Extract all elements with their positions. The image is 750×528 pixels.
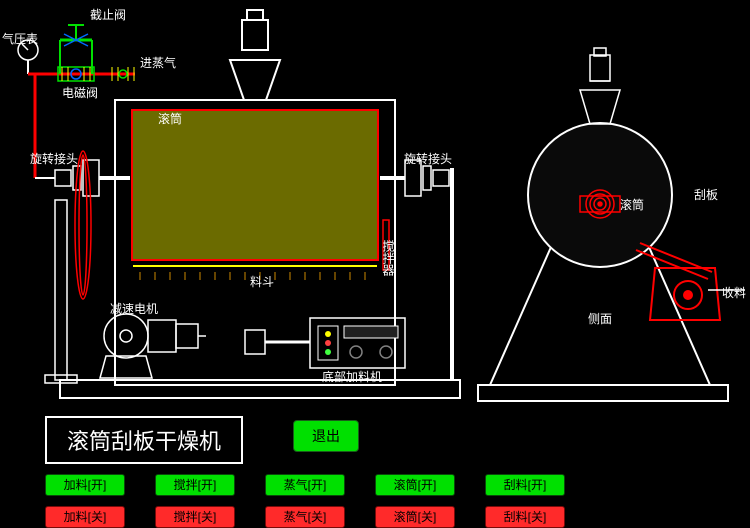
label-solenoid: 电磁阀 bbox=[62, 84, 98, 101]
label-stop-valve: 截止阀 bbox=[90, 6, 126, 23]
label-mixer: 搅拌器 bbox=[380, 240, 397, 276]
btn-steam-on[interactable]: 蒸气[开] bbox=[265, 474, 345, 496]
feeder-coupling bbox=[245, 330, 265, 354]
btn-drum-on[interactable]: 滚筒[开] bbox=[375, 474, 455, 496]
base-frame bbox=[60, 380, 460, 398]
label-side-drum: 滚筒 bbox=[620, 196, 644, 213]
top-inlet-side bbox=[580, 48, 620, 124]
control-panel: 滚筒刮板干燥机 退出 加料[开] 搅拌[开] 蒸气[开] 滚筒[开] 刮料[开]… bbox=[45, 416, 625, 528]
label-scraper: 刮板 bbox=[694, 186, 718, 203]
btn-feed-off[interactable]: 加料[关] bbox=[45, 506, 125, 528]
btn-mix-on[interactable]: 搅拌[开] bbox=[155, 474, 235, 496]
top-inlet-main bbox=[230, 10, 280, 100]
support-right bbox=[450, 168, 454, 380]
machine-title: 滚筒刮板干燥机 bbox=[45, 416, 243, 464]
side-base bbox=[478, 385, 728, 401]
label-rotary-left: 旋转接头 bbox=[30, 150, 78, 167]
feeder-panel bbox=[310, 318, 405, 368]
side-drum-outer bbox=[528, 123, 672, 267]
label-receive: 收料 bbox=[722, 284, 746, 301]
label-hopper: 料斗 bbox=[250, 273, 274, 290]
drum-body bbox=[132, 110, 378, 260]
scraper-assembly bbox=[636, 243, 720, 320]
btn-mix-off[interactable]: 搅拌[关] bbox=[155, 506, 235, 528]
label-bottom-feeder: 底部加料机 bbox=[322, 368, 382, 385]
label-rotary-right: 旋转接头 bbox=[404, 150, 452, 167]
label-drum: 滚筒 bbox=[158, 110, 182, 127]
btn-steam-off[interactable]: 蒸气[关] bbox=[265, 506, 345, 528]
button-row-off: 加料[关] 搅拌[关] 蒸气[关] 滚筒[关] 刮料[关] bbox=[45, 506, 625, 528]
btn-drum-off[interactable]: 滚筒[关] bbox=[375, 506, 455, 528]
label-side-view: 侧面 bbox=[588, 310, 612, 327]
btn-scrape-off[interactable]: 刮料[关] bbox=[485, 506, 565, 528]
label-gauge: 气压表 bbox=[2, 30, 38, 47]
btn-feed-on[interactable]: 加料[开] bbox=[45, 474, 125, 496]
support-left bbox=[55, 200, 67, 380]
btn-scrape-on[interactable]: 刮料[开] bbox=[485, 474, 565, 496]
label-steam-in: 进蒸气 bbox=[140, 54, 176, 71]
label-gear-motor: 减速电机 bbox=[110, 300, 158, 317]
button-row-on: 加料[开] 搅拌[开] 蒸气[开] 滚筒[开] 刮料[开] bbox=[45, 474, 625, 496]
exit-button[interactable]: 退出 bbox=[293, 420, 359, 452]
